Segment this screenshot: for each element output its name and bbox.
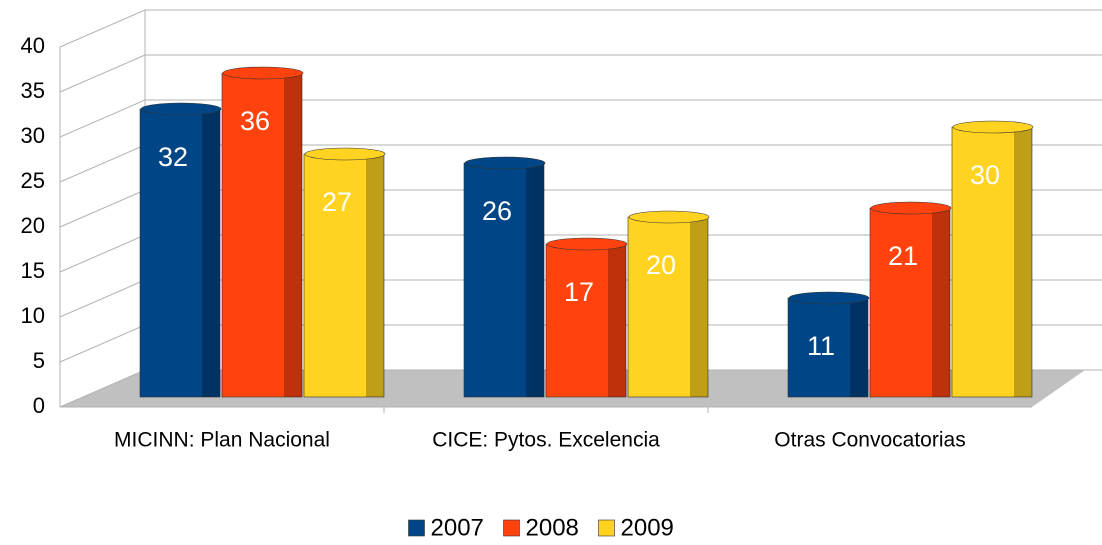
bar-side <box>690 217 708 397</box>
y-tick-label: 25 <box>21 168 45 193</box>
bar <box>787 291 870 398</box>
y-tick-label: 40 <box>21 33 45 58</box>
bar-top <box>140 102 222 116</box>
data-label: 21 <box>888 241 918 271</box>
bar <box>545 237 628 398</box>
legend-swatch <box>598 519 615 537</box>
bar-body <box>627 216 709 398</box>
data-label: 17 <box>564 277 594 307</box>
y-tick-label: 35 <box>21 78 45 103</box>
data-label: 36 <box>240 106 270 136</box>
data-label: 27 <box>322 187 352 217</box>
bar-top <box>788 291 870 305</box>
bar <box>463 156 546 398</box>
bar-top <box>546 237 628 251</box>
data-label: 20 <box>646 250 676 280</box>
bar-side <box>202 109 220 397</box>
y-tick-label: 0 <box>33 393 45 418</box>
grid-line <box>59 234 146 273</box>
bar-side <box>284 73 302 397</box>
x-tick-label: CICE: Pytos. Excelencia <box>432 429 660 452</box>
grid-line <box>59 54 146 93</box>
bar-side <box>1014 127 1032 397</box>
bar <box>221 66 304 398</box>
data-label: 11 <box>807 331 835 361</box>
bar-body <box>787 297 869 398</box>
bar-side <box>850 298 868 397</box>
grid-line <box>59 324 146 363</box>
bar <box>627 210 710 398</box>
data-label: 32 <box>158 142 188 172</box>
bar-side <box>608 244 626 397</box>
y-tick-label: 30 <box>21 123 45 148</box>
bar-top <box>222 66 304 80</box>
data-label: 26 <box>482 196 512 226</box>
legend-swatch <box>503 519 520 537</box>
grid-line <box>59 369 146 408</box>
y-tick-label: 10 <box>21 303 45 328</box>
bar-body <box>221 72 303 398</box>
legend-label: 2008 <box>526 514 579 541</box>
x-tick-label: MICINN: Plan Nacional <box>114 429 330 452</box>
legend-label: 2007 <box>431 514 484 541</box>
bar-top <box>870 201 952 215</box>
data-label: 30 <box>970 160 1000 190</box>
x-tick-label: Otras Convocatorias <box>774 429 965 452</box>
y-tick-label: 20 <box>21 213 45 238</box>
bar-body <box>951 126 1033 398</box>
bar-body <box>139 108 221 398</box>
grid-line <box>59 144 146 183</box>
bar-body <box>545 243 627 398</box>
grid-line <box>59 9 146 48</box>
y-tick-label: 5 <box>33 348 45 373</box>
bar <box>951 120 1034 398</box>
bar-body <box>463 162 545 398</box>
bar <box>303 147 386 398</box>
bar <box>139 102 222 398</box>
bar-body <box>303 153 385 398</box>
bar-top <box>628 210 710 224</box>
bar-top <box>464 156 546 170</box>
bar-top <box>952 120 1034 134</box>
legend-label: 2009 <box>621 514 674 541</box>
bar-side <box>526 163 544 397</box>
bar-side <box>366 154 384 397</box>
legend-swatch <box>408 519 425 537</box>
bar-side <box>932 208 950 397</box>
y-tick-label: 15 <box>21 258 45 283</box>
grid-line <box>59 189 146 228</box>
grid-line <box>59 279 146 318</box>
grid-line <box>59 99 146 138</box>
bar-body <box>869 207 951 398</box>
bar-top <box>304 147 386 161</box>
bar <box>869 201 952 398</box>
